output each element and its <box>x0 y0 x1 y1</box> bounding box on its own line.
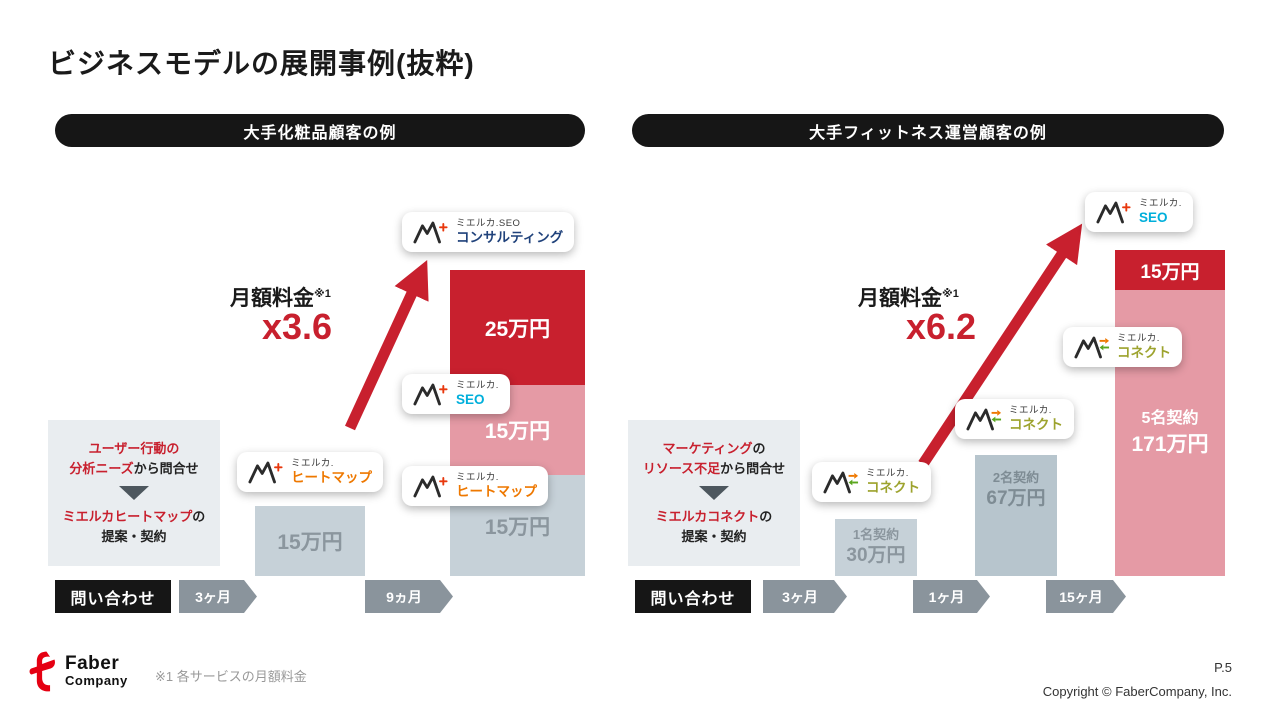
right-bar-month3-value: 30万円 <box>846 545 906 567</box>
triangle-down-icon <box>119 486 149 500</box>
right-bar-month1-seg: 2名契約 67万円 <box>975 455 1057 576</box>
right-callout-line2: リソース不足から問合せ <box>642 460 786 476</box>
right-bar-month15-contract: 5名契約 <box>1141 410 1199 428</box>
left-price-label: 月額料金※1 <box>230 282 331 312</box>
right-timeline-step-2: 1ヶ月 <box>913 580 990 613</box>
right-price-note: ※1 <box>942 288 959 300</box>
right-price-label: 月額料金※1 <box>858 282 959 312</box>
right-callout: マーケティングの リソース不足から問合せ ミエルカコネクトの 提案・契約 <box>628 420 800 566</box>
right-bar-month1-contract: 2名契約 <box>992 470 1040 485</box>
right-bar-month15-seg-seo: 15万円 <box>1115 250 1225 290</box>
badge-mieruca-connect-1: ミエルカ. コネクト <box>812 462 931 503</box>
right-timeline-step-3: 15ヶ月 <box>1046 580 1126 613</box>
badge-mieruca-heatmap-1: ミエルカ. ヒートマップ <box>237 452 383 493</box>
left-bar-month3-value: 15万円 <box>255 506 365 576</box>
left-timeline-step-1: 3ヶ月 <box>179 580 257 613</box>
badge-mieruca-seo-consulting: ミエルカ.SEO コンサルティング <box>402 212 575 253</box>
left-callout-line3: ミエルカヒートマップの <box>62 509 206 524</box>
mieruca-logo-icon <box>413 475 449 498</box>
badge-product-label: コンサルティング <box>456 229 564 245</box>
left-callout-line2: 分析ニーズから問合せ <box>69 460 199 476</box>
logo-text-faber: Faber <box>65 653 120 675</box>
left-price-text: 月額料金 <box>230 287 314 310</box>
right-timeline-inquiry: 問い合わせ <box>635 580 751 613</box>
mieruca-logo-icon <box>1096 201 1132 224</box>
left-multiplier: x3.6 <box>262 306 333 347</box>
right-growth-arrow-icon <box>918 223 1083 468</box>
badge-product-label: ヒートマップ <box>291 469 372 485</box>
left-timeline-inquiry: 問い合わせ <box>55 580 171 613</box>
right-callout-line3: ミエルカコネクトの <box>655 509 773 524</box>
right-bar-month15: 15万円 5名契約 171万円 <box>1115 250 1225 576</box>
right-callout-line4: 提案・契約 <box>681 529 747 545</box>
badge-product-label: コネクト <box>1009 416 1063 432</box>
badge-brand-label: ミエルカ. <box>456 380 499 391</box>
faber-logo-icon <box>29 651 55 692</box>
footnote: ※1 各サービスの月額料金 <box>155 669 307 684</box>
left-timeline-step-2: 9ヵ月 <box>365 580 453 613</box>
mieruca-connect-logo-icon <box>966 408 1002 431</box>
badge-brand-label: ミエルカ. <box>456 472 499 483</box>
mieruca-logo-icon <box>248 461 284 484</box>
page-number: P.5 <box>1214 660 1232 675</box>
right-price-text: 月額料金 <box>858 287 942 310</box>
right-bar-month3-seg: 1名契約 30万円 <box>835 519 917 576</box>
right-bar-month15-value: 171万円 <box>1131 433 1209 457</box>
mieruca-connect-logo-icon <box>1074 336 1110 359</box>
right-callout-line1: マーケティングの <box>662 440 766 456</box>
badge-product-label: コネクト <box>1117 344 1171 360</box>
badge-brand-label: ミエルカ. <box>1117 333 1160 344</box>
right-bar-month3: 1名契約 30万円 <box>835 519 917 576</box>
left-bar-month9: 25万円 15万円 15万円 <box>450 270 585 576</box>
right-bar-month1-value: 67万円 <box>986 488 1046 510</box>
badge-mieruca-heatmap-2: ミエルカ. ヒートマップ <box>402 466 548 507</box>
badge-mieruca-seo-right: ミエルカ. SEO <box>1085 192 1193 233</box>
badge-product-label: ヒートマップ <box>456 483 537 499</box>
mieruca-logo-icon <box>413 383 449 406</box>
left-price-note: ※1 <box>314 288 331 300</box>
badge-product-label: SEO <box>456 391 485 407</box>
left-callout-line1: ユーザー行動の <box>88 440 180 456</box>
copyright: Copyright © FaberCompany, Inc. <box>1042 684 1232 699</box>
badge-brand-label: ミエルカ. <box>291 458 334 469</box>
left-bar-month3: 15万円 <box>255 506 365 576</box>
badge-product-label: コネクト <box>866 479 920 495</box>
right-bar-month3-contract: 1名契約 <box>852 527 900 543</box>
left-panel-header: 大手化粧品顧客の例 <box>55 114 585 147</box>
left-callout-line4: 提案・契約 <box>101 529 167 545</box>
page-title: ビジネスモデルの展開事例(抜粋) <box>48 48 475 79</box>
badge-brand-label: ミエルカ. <box>1009 405 1052 416</box>
triangle-down-icon <box>699 486 729 500</box>
badge-product-label: SEO <box>1139 209 1168 225</box>
left-callout: ユーザー行動の 分析ニーズから問合せ ミエルカヒートマップの 提案・契約 <box>48 420 220 566</box>
badge-brand-label: ミエルカ. <box>866 468 909 479</box>
badge-mieruca-connect-3: ミエルカ. コネクト <box>1063 327 1182 368</box>
right-multiplier: x6.2 <box>906 306 977 347</box>
badge-mieruca-seo: ミエルカ. SEO <box>402 374 510 415</box>
right-timeline-step-1: 3ヶ月 <box>763 580 847 613</box>
right-bar-month1: 2名契約 67万円 <box>975 455 1057 576</box>
left-bar-month9-seg-consulting: 25万円 <box>450 270 585 385</box>
right-panel-header: 大手フィットネス運営顧客の例 <box>632 114 1224 147</box>
left-growth-arrow-icon <box>345 260 429 431</box>
logo-text-company: Company <box>65 673 128 689</box>
faber-company-logo: Faber Company <box>28 650 128 692</box>
badge-mieruca-connect-2: ミエルカ. コネクト <box>955 399 1074 440</box>
badge-brand-label: ミエルカ. <box>1139 198 1182 209</box>
badge-brand-label: ミエルカ.SEO <box>456 218 521 229</box>
mieruca-connect-logo-icon <box>823 471 859 494</box>
mieruca-logo-icon <box>413 221 449 244</box>
